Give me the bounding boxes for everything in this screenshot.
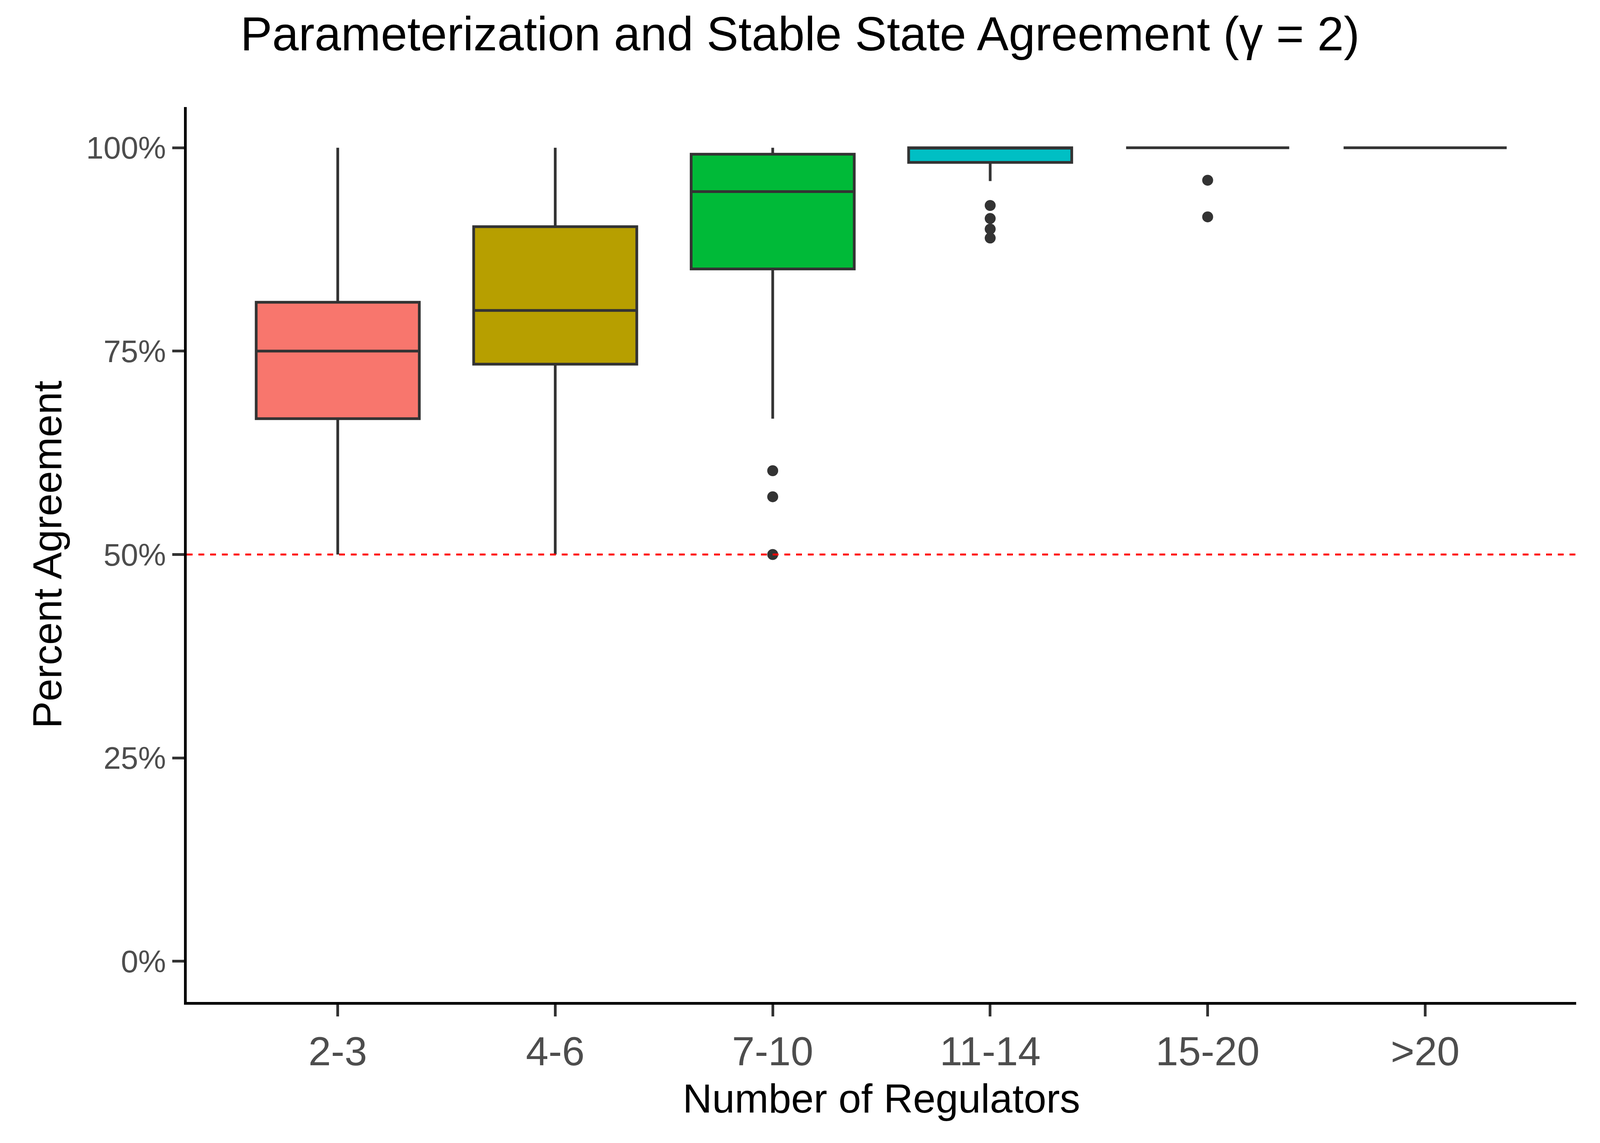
svg-text:15-20: 15-20 <box>1155 1028 1260 1074</box>
svg-text:7-10: 7-10 <box>732 1028 814 1074</box>
svg-text:25%: 25% <box>103 740 167 776</box>
svg-text:>20: >20 <box>1390 1028 1460 1074</box>
svg-text:Number of Regulators: Number of Regulators <box>682 1075 1081 1122</box>
svg-text:75%: 75% <box>103 333 167 369</box>
svg-text:50%: 50% <box>103 537 167 573</box>
svg-text:2-3: 2-3 <box>308 1028 367 1074</box>
svg-text:4-6: 4-6 <box>525 1028 585 1074</box>
svg-text:Percent Agreement: Percent Agreement <box>24 380 70 729</box>
svg-text:11-14: 11-14 <box>939 1028 1041 1074</box>
svg-text:100%: 100% <box>85 130 167 166</box>
svg-text:Parameterization and Stable St: Parameterization and Stable State Agreem… <box>240 7 1360 61</box>
svg-text:0%: 0% <box>120 944 167 979</box>
